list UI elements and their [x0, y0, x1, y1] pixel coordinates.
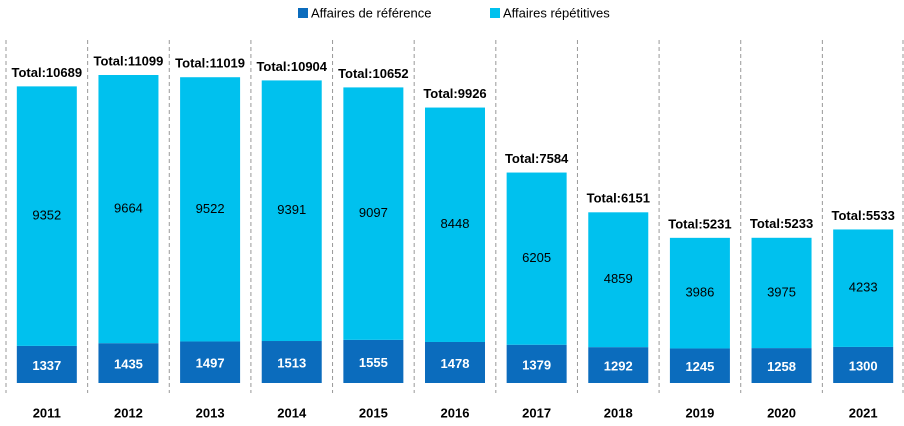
bar-segment [751, 237, 812, 349]
total-label: Total:10689 [12, 65, 83, 80]
bar-segment [98, 343, 159, 383]
value-label: 1337 [32, 358, 61, 373]
total-label: Total:10652 [338, 66, 409, 81]
total-label: Total:10904 [256, 59, 327, 74]
total-label: Total:9926 [423, 86, 486, 101]
value-label: 1300 [849, 358, 878, 373]
value-label: 9352 [32, 208, 61, 223]
bar-segment [669, 348, 730, 383]
x-tick-label: 2017 [522, 405, 551, 420]
value-label: 1435 [114, 357, 143, 372]
value-label: 1258 [767, 359, 796, 374]
legend-swatch [298, 8, 308, 18]
total-label: Total:7584 [505, 151, 569, 166]
x-tick-label: 2021 [849, 405, 878, 420]
legend-label: Affaires de référence [311, 5, 431, 20]
bar-segment [588, 347, 649, 383]
value-label: 1497 [196, 356, 225, 371]
value-label: 1513 [277, 355, 306, 370]
value-label: 3986 [685, 285, 714, 300]
total-label: Total:5231 [668, 216, 731, 231]
value-label: 1245 [685, 359, 714, 374]
bar-segment [343, 339, 404, 383]
legend-label: Affaires répétitives [503, 5, 610, 20]
x-tick-label: 2014 [277, 405, 307, 420]
total-label: Total:5533 [832, 208, 895, 223]
value-label: 4859 [604, 271, 633, 286]
bar-segment [833, 346, 894, 383]
legend-swatch [490, 8, 500, 18]
bar-segment [425, 107, 485, 342]
value-label: 6205 [522, 250, 551, 265]
bar-segment [16, 345, 77, 383]
x-tick-label: 2016 [441, 405, 470, 420]
bar-segment [588, 212, 649, 348]
value-label: 9391 [277, 202, 306, 217]
total-label: Total:6151 [587, 191, 650, 206]
bar-segment [98, 75, 159, 344]
value-label: 1555 [359, 355, 388, 370]
value-label: 9664 [114, 201, 143, 216]
bar-segment [506, 344, 567, 383]
value-label: 4233 [849, 280, 878, 295]
x-tick-label: 2020 [767, 405, 796, 420]
value-label: 9522 [196, 201, 225, 216]
value-label: 9097 [359, 205, 388, 220]
bar-segment [833, 229, 894, 347]
x-tick-label: 2011 [33, 405, 61, 420]
bar-segment [506, 172, 567, 345]
bar-segment [180, 77, 241, 342]
bar-segment [669, 237, 730, 349]
bar-segment [261, 80, 322, 342]
bar-segment [343, 87, 404, 340]
x-tick-label: 2018 [604, 405, 633, 420]
bar-segment [425, 341, 485, 383]
value-label: 1292 [604, 359, 633, 374]
x-tick-label: 2019 [685, 405, 714, 420]
x-tick-label: 2015 [359, 405, 388, 420]
x-tick-label: 2012 [114, 405, 143, 420]
value-label: 1478 [441, 356, 470, 371]
bar-segment [751, 348, 812, 383]
bar-segment [261, 341, 322, 383]
total-label: Total:5233 [750, 216, 813, 231]
value-label: 3975 [767, 284, 796, 299]
value-label: 1379 [522, 357, 551, 372]
bar-segment [180, 341, 241, 383]
bar-segment [16, 86, 77, 346]
value-label: 8448 [441, 216, 470, 231]
total-label: Total:11019 [175, 56, 245, 71]
total-label: Total:11099 [94, 53, 164, 68]
x-tick-label: 2013 [196, 405, 225, 420]
